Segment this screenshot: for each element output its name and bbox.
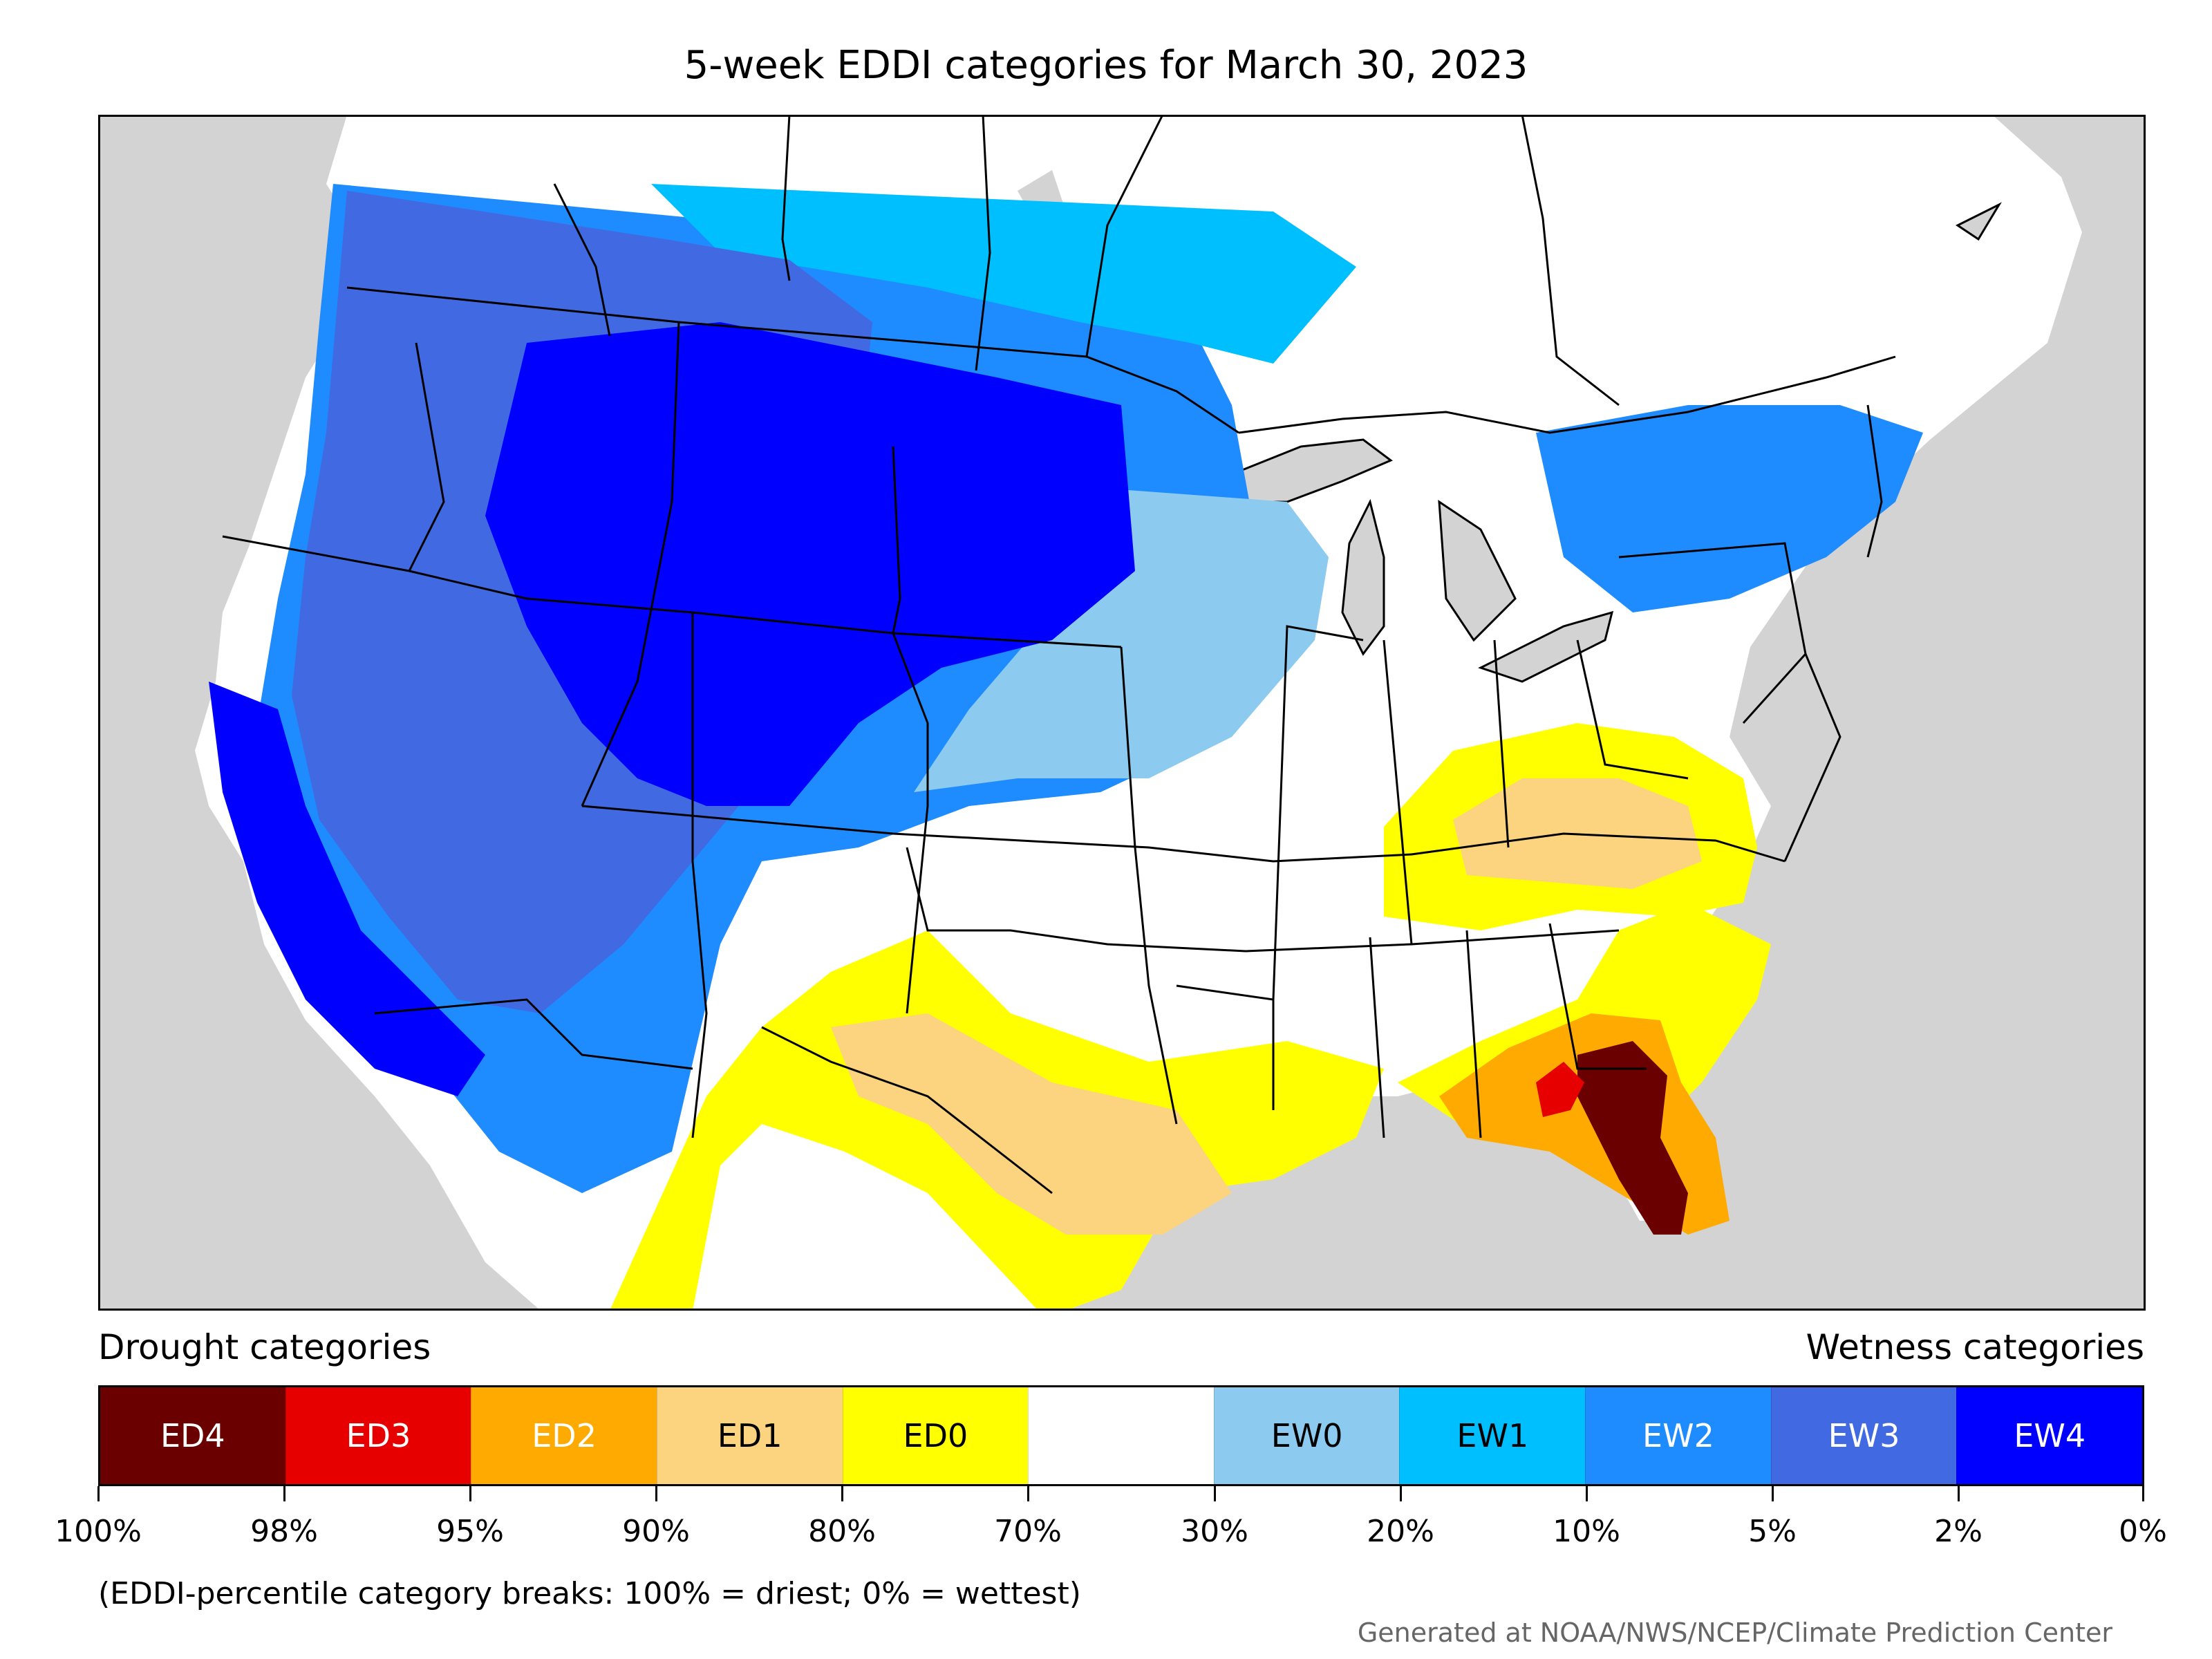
category-regions <box>209 184 1923 1311</box>
tick-mark <box>1772 1486 1774 1501</box>
region-ew4-california <box>209 682 485 1096</box>
legend-swatch-ew1: EW1 <box>1399 1387 1586 1484</box>
region-ew1-canada <box>651 184 1356 364</box>
tick-mark <box>2142 1486 2144 1501</box>
map-frame <box>98 115 2146 1311</box>
tick-mark <box>469 1486 471 1501</box>
tick-label: 80% <box>808 1514 876 1549</box>
credit-line: Generated at NOAA/NWS/NCEP/Climate Predi… <box>1357 1618 2112 1648</box>
region-ew4-west <box>485 322 1135 806</box>
legend-swatch-ew4: EW4 <box>1956 1387 2143 1484</box>
tick-label: 5% <box>1748 1514 1797 1549</box>
tick-label: 90% <box>622 1514 690 1549</box>
tick-mark <box>1214 1486 1216 1501</box>
category-colorbar: ED4 ED3 ED2 ED1 ED0 EW0 EW1 EW2 EW3 EW4 <box>98 1385 2144 1486</box>
tick-label: 10% <box>1553 1514 1620 1549</box>
legend-swatch-ew2: EW2 <box>1585 1387 1771 1484</box>
tick-mark <box>1027 1486 1029 1501</box>
legend-swatch-ew3: EW3 <box>1770 1387 1957 1484</box>
tick-label: 100% <box>55 1514 142 1549</box>
percentile-ticks: 100% 98% 95% 90% 80% 70% 30% 20% 10% 5% 2% 0% <box>55 1486 2167 1555</box>
tick-label: 2% <box>1934 1514 1983 1549</box>
tick-mark <box>1586 1486 1588 1501</box>
legend-swatch-ed0: ED0 <box>842 1387 1029 1484</box>
tick-mark <box>283 1486 285 1501</box>
tick-label: 98% <box>250 1514 318 1549</box>
map-title: 5-week EDDI categories for March 30, 202… <box>684 43 1528 88</box>
region-ew2-northeast <box>1536 405 1923 612</box>
tick-mark <box>1958 1486 1960 1501</box>
region-ed1-texas <box>831 1013 1232 1235</box>
tick-label: 30% <box>1181 1514 1248 1549</box>
percentile-footnote: (EDDI-percentile category breaks: 100% =… <box>98 1576 1081 1611</box>
legend-swatch-ed1: ED1 <box>656 1387 843 1484</box>
region-ed3-florida <box>1536 1062 1584 1117</box>
tick-label: 95% <box>436 1514 504 1549</box>
tick-mark <box>97 1486 100 1501</box>
eddi-map <box>98 115 2146 1311</box>
gulf-of-st-lawrence <box>1956 202 2002 241</box>
tick-mark <box>1400 1486 1402 1501</box>
political-borders <box>222 115 1896 1194</box>
legend-swatch-ew0: EW0 <box>1213 1387 1400 1484</box>
region-ew0-plains <box>914 488 1329 792</box>
tick-label: 20% <box>1367 1514 1434 1549</box>
tick-mark <box>841 1486 843 1501</box>
legend-swatch-ed2: ED2 <box>471 1387 657 1484</box>
tick-label: 70% <box>994 1514 1062 1549</box>
tick-mark <box>655 1486 657 1501</box>
wetness-categories-heading: Wetness categories <box>1806 1327 2144 1367</box>
legend-swatch-ed4: ED4 <box>100 1387 285 1484</box>
legend-swatch-ed3: ED3 <box>285 1387 471 1484</box>
region-ed4-florida <box>1577 1041 1688 1235</box>
drought-categories-heading: Drought categories <box>98 1327 431 1367</box>
tick-label: 0% <box>2119 1514 2167 1549</box>
legend-swatch-none <box>1028 1387 1214 1484</box>
